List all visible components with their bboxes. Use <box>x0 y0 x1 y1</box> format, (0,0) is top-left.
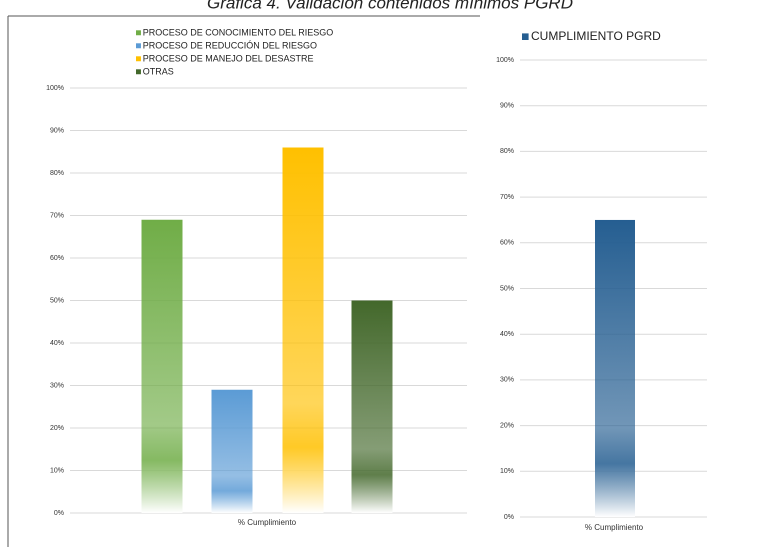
y-tick-label: 70% <box>500 194 514 201</box>
legend-swatch <box>136 56 141 62</box>
bar <box>282 147 324 513</box>
y-tick-label: 50% <box>50 297 64 304</box>
y-tick-label: 20% <box>500 422 514 429</box>
y-tick-label: 40% <box>500 331 514 338</box>
y-tick-label: 80% <box>50 170 64 177</box>
y-tick-label: 10% <box>500 468 514 475</box>
y-tick-label: 90% <box>500 103 514 110</box>
y-tick-label: 80% <box>500 148 514 155</box>
bar <box>141 219 183 513</box>
x-tick-label: % Cumplimiento <box>238 518 297 527</box>
y-tick-label: 50% <box>500 285 514 292</box>
y-tick-label: 100% <box>46 85 64 92</box>
legend-swatch <box>136 69 141 75</box>
legend-swatch <box>136 30 141 36</box>
y-tick-label: 20% <box>50 425 64 432</box>
legend-label: PROCESO DE REDUCCIÓN DEL RIESGO <box>143 40 317 50</box>
legend-label: CUMPLIMIENTO PGRD <box>531 29 661 43</box>
y-tick-label: 0% <box>504 514 514 521</box>
y-tick-label: 30% <box>500 377 514 384</box>
y-tick-label: 30% <box>50 382 64 389</box>
legend-label: PROCESO DE CONOCIMIENTO DEL RIESGO <box>143 27 334 37</box>
legend-label: OTRAS <box>143 66 174 76</box>
y-tick-label: 100% <box>496 57 514 64</box>
y-tick-label: 0% <box>54 510 64 517</box>
y-tick-label: 10% <box>50 467 64 474</box>
y-tick-label: 40% <box>50 340 64 347</box>
y-tick-label: 60% <box>50 255 64 262</box>
legend-swatch <box>136 43 141 49</box>
bar <box>595 219 635 517</box>
legend-swatch <box>522 33 529 40</box>
y-tick-label: 60% <box>500 240 514 247</box>
x-tick-label: % Cumplimiento <box>585 523 644 532</box>
bar <box>351 300 393 513</box>
y-tick-label: 90% <box>50 127 64 134</box>
title: Gráfica 4. Validación contenidos mínimos… <box>207 0 573 12</box>
legend-label: PROCESO DE MANEJO DEL DESASTRE <box>143 53 314 63</box>
bar <box>211 389 253 513</box>
y-tick-label: 70% <box>50 212 64 219</box>
